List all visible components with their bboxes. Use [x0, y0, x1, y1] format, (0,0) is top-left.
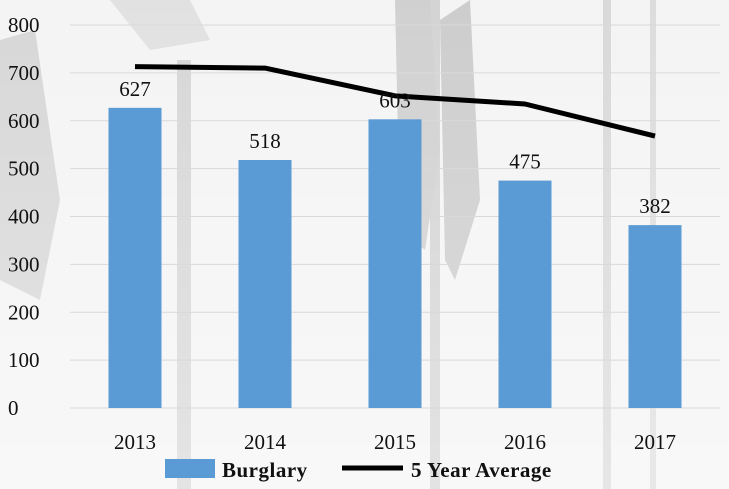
x-tick-label: 2014	[244, 430, 287, 454]
x-tick-label: 2017	[634, 430, 676, 454]
bar-2017	[628, 225, 682, 408]
y-tick-label: 300	[8, 252, 40, 276]
legend: Burglary 5 Year Average	[165, 458, 552, 482]
bar-2015	[368, 119, 422, 408]
legend-swatch-burglary	[165, 459, 215, 478]
y-tick-label: 400	[8, 205, 40, 229]
y-tick-label: 500	[8, 157, 40, 181]
y-axis-ticks: 0 100 200 300 400 500 600 700 800	[8, 13, 40, 420]
line-5-year-average	[134, 64, 656, 139]
x-tick-label: 2013	[114, 430, 156, 454]
data-label: 603	[379, 88, 411, 112]
bar-2014	[238, 160, 292, 408]
bar-2016	[498, 180, 552, 408]
y-tick-label: 0	[8, 396, 19, 420]
legend-label-burglary: Burglary	[222, 458, 308, 482]
data-label: 475	[509, 150, 541, 174]
bar-series-burglary	[108, 107, 682, 408]
line-series-5-year-average	[134, 64, 656, 139]
y-tick-label: 600	[8, 109, 40, 133]
data-labels: 627 518 603 475 382	[119, 77, 671, 218]
legend-label-5-year-average: 5 Year Average	[411, 458, 552, 482]
bar-2013	[108, 107, 162, 408]
y-tick-label: 100	[8, 348, 40, 372]
data-label: 382	[639, 194, 671, 218]
data-label: 627	[119, 77, 151, 101]
x-tick-label: 2016	[504, 430, 546, 454]
x-axis-ticks: 2013 2014 2015 2016 2017	[114, 430, 676, 454]
y-tick-label: 800	[8, 13, 40, 37]
data-label: 518	[249, 129, 281, 153]
x-tick-label: 2015	[374, 430, 416, 454]
y-tick-label: 700	[8, 61, 40, 85]
y-tick-label: 200	[8, 300, 40, 324]
